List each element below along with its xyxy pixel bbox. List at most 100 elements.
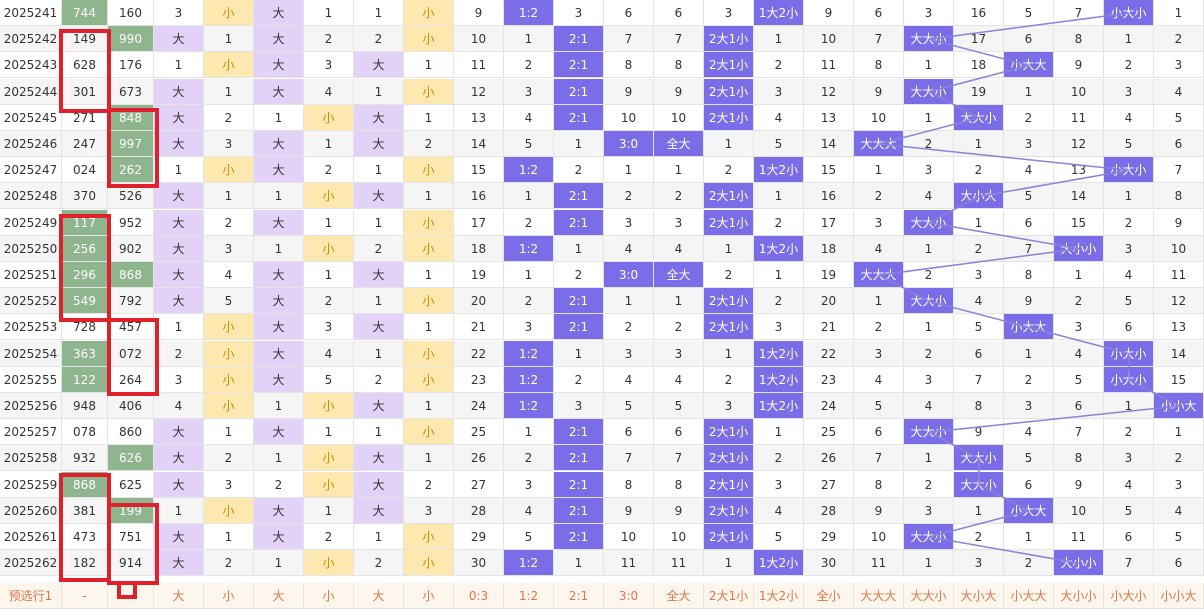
table-cell: 2 xyxy=(1104,419,1154,446)
footer-cell[interactable]: 小大大 xyxy=(1004,583,1054,609)
table-cell: 1 xyxy=(604,288,654,315)
footer-cell[interactable]: 1大2小 xyxy=(754,583,804,609)
footer-cell[interactable]: 大 xyxy=(254,583,304,609)
footer-label[interactable]: 预选行1 xyxy=(0,583,62,609)
table-cell: 2 xyxy=(904,471,954,498)
table-row: 2025257 078 860 大 1 大 1 1 小 25 1 2:1 6 6 2大1小 1 25 6 大大小 9 4… xyxy=(0,419,1204,446)
table-row: 2025255 122 264 3 小大 5 2 小 23 1:2 2 4 4 2 1大2小 23 4 3 7 2 5 小… xyxy=(0,366,1204,393)
footer-cell[interactable]: 0:3 xyxy=(454,583,504,609)
footer-cell[interactable]: 2:1 xyxy=(554,583,604,609)
table-cell: 3 xyxy=(704,0,754,26)
table-cell: 2 xyxy=(1104,52,1154,79)
footer-cell[interactable]: 小小大 xyxy=(1154,583,1204,609)
footer-cell[interactable]: 全大 xyxy=(654,583,704,609)
table-cell: 1 xyxy=(154,497,204,524)
table-cell: 868 xyxy=(108,262,154,288)
table-cell: 2 xyxy=(704,157,754,184)
table-cell: 1 xyxy=(404,52,454,79)
table-cell: 2 xyxy=(304,524,354,550)
table-cell: 5 xyxy=(854,393,904,419)
table-cell: 1 xyxy=(204,78,254,105)
footer-cell[interactable]: 小 xyxy=(204,583,254,609)
table-cell: 小 xyxy=(404,550,454,577)
table-row: 2025251 296 868 大 4 大 1 大 1 19 1 2 3:0 全大 2 1 19 大大大 2 3 8 1 4… xyxy=(0,262,1204,288)
table-cell: 大 xyxy=(354,52,404,79)
table-cell: 2 xyxy=(504,209,554,236)
table-row: 2025249 117 952 大 2 大 1 1 小 17 2 2:1 3 3 2大1小 2 17 3 大大小 1 6… xyxy=(0,209,1204,236)
table-cell: 4 xyxy=(604,235,654,262)
table-cell: 13 xyxy=(1154,314,1204,341)
table-cell: 16 xyxy=(804,183,854,210)
table-cell: 2:1 xyxy=(554,288,604,315)
table-cell: 948 xyxy=(62,393,108,419)
table-cell: 182 xyxy=(62,550,108,577)
table-cell: 4 xyxy=(154,393,204,419)
table-cell: 1 xyxy=(1104,183,1154,210)
table-cell: 小大小 xyxy=(1104,366,1154,393)
table-cell: 3 xyxy=(654,340,704,367)
table-cell: 3 xyxy=(1054,314,1104,341)
table-cell: 1 xyxy=(254,183,304,210)
period-cell: 2025254 xyxy=(0,340,62,367)
table-cell: 13 xyxy=(804,104,854,131)
table-cell: 10 xyxy=(604,524,654,550)
table-cell: 6 xyxy=(654,0,704,26)
footer-cell[interactable]: 小大小 xyxy=(1104,583,1154,609)
table-cell: 1 xyxy=(254,393,304,419)
footer-cell[interactable]: 大小大 xyxy=(954,583,1004,609)
table-cell: 2 xyxy=(1054,288,1104,315)
footer-cell[interactable]: 3:0 xyxy=(604,583,654,609)
table-cell: 19 xyxy=(954,78,1004,105)
table-cell: 728 xyxy=(62,314,108,341)
table-cell: 4 xyxy=(1154,78,1204,105)
table-cell: 2大1小 xyxy=(704,183,754,210)
period-cell: 2025260 xyxy=(0,497,62,524)
footer-cell[interactable]: 大小小 xyxy=(1054,583,1104,609)
table-cell: 3 xyxy=(504,314,554,341)
period-cell: 2025251 xyxy=(0,262,62,288)
footer-cell[interactable]: 全小 xyxy=(804,583,854,609)
footer-cell[interactable]: 小 xyxy=(404,583,454,609)
table-cell: 2 xyxy=(604,183,654,210)
footer-cell[interactable]: 小 xyxy=(304,583,354,609)
table-cell: 6 xyxy=(1154,131,1204,157)
footer-cell[interactable]: 2大1小 xyxy=(704,583,754,609)
table-cell: 3 xyxy=(654,209,704,236)
table-cell: 大大小 xyxy=(904,288,954,315)
table-cell: 小 xyxy=(304,471,354,498)
period-cell: 2025246 xyxy=(0,131,62,157)
footer-cell[interactable]: 大大大 xyxy=(854,583,904,609)
footer-cell[interactable]: 大 xyxy=(354,583,404,609)
table-cell: 9 xyxy=(1154,209,1204,236)
table-cell: 1 xyxy=(1154,0,1204,26)
table-cell: 小 xyxy=(404,419,454,446)
table-cell: 1 xyxy=(354,0,404,26)
table-cell: 3 xyxy=(1104,78,1154,105)
table-cell: 2 xyxy=(754,52,804,79)
footer-cell[interactable] xyxy=(108,583,154,609)
table-cell: 1 xyxy=(354,524,404,550)
table-cell: 3 xyxy=(1104,235,1154,262)
table-cell: 149 xyxy=(62,26,108,53)
footer-cell[interactable]: 1:2 xyxy=(504,583,554,609)
table-cell: 23 xyxy=(804,366,854,393)
table-cell: 1 xyxy=(404,445,454,472)
table-cell: 1 xyxy=(504,262,554,288)
table-cell: 264 xyxy=(108,366,154,393)
table-cell: 301 xyxy=(62,78,108,105)
table-cell: 1 xyxy=(654,157,704,184)
table-cell: 9 xyxy=(654,497,704,524)
footer-cell[interactable]: 大 xyxy=(154,583,204,609)
table-cell: 大 xyxy=(354,131,404,157)
footer-cell[interactable]: 大大小 xyxy=(904,583,954,609)
table-cell: 848 xyxy=(108,104,154,131)
footer-cell[interactable]: - xyxy=(62,583,108,609)
table-cell: 6 xyxy=(954,340,1004,367)
table-cell: 078 xyxy=(62,419,108,446)
table-cell: 7 xyxy=(604,445,654,472)
table-cell: 11 xyxy=(454,52,504,79)
table-cell: 2:1 xyxy=(554,471,604,498)
table-cell: 大 xyxy=(254,524,304,550)
table-cell: 小 xyxy=(304,393,354,419)
table-cell: 1 xyxy=(504,183,554,210)
